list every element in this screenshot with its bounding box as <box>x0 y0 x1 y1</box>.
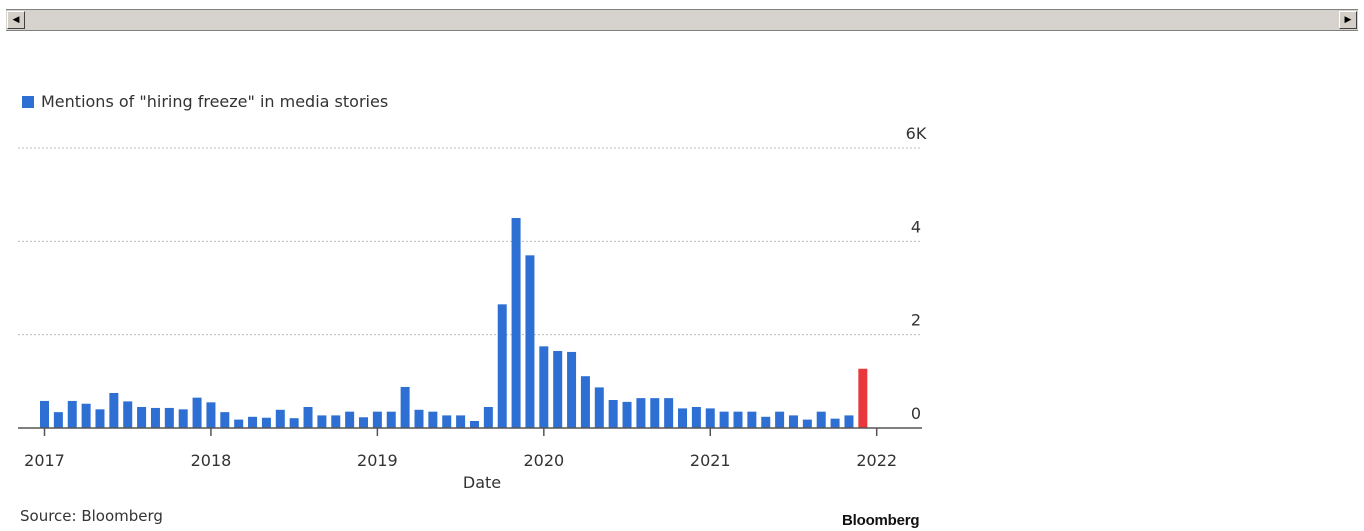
y-tick-label: 2 <box>911 311 921 330</box>
chart-bar <box>220 412 230 428</box>
chart-bar <box>816 411 826 428</box>
chart-bar <box>678 408 688 428</box>
chart-bar <box>303 407 313 428</box>
x-axis-title: Date <box>462 473 502 492</box>
chart-bar <box>802 419 812 428</box>
chart-bar <box>788 415 798 428</box>
chart-bar <box>123 401 133 428</box>
legend-swatch <box>22 96 34 108</box>
triangle-right-icon: ▶ <box>1344 15 1352 25</box>
chart-bar <box>664 398 674 428</box>
chart-bar <box>511 218 521 428</box>
chart-bar <box>192 397 202 428</box>
chart-bar <box>719 411 729 428</box>
x-tick-label: 2021 <box>690 451 731 470</box>
x-tick-label: 2017 <box>24 451 65 470</box>
scroll-track[interactable] <box>26 11 1338 29</box>
chart-bar <box>81 403 91 428</box>
chart-bar <box>428 411 438 428</box>
source-note: Source: Bloomberg <box>20 507 163 525</box>
chart-bar <box>261 417 271 428</box>
chart-bar <box>414 409 424 428</box>
x-tick-label: 2018 <box>191 451 232 470</box>
chart-bar <box>525 255 535 428</box>
chart-bar <box>483 407 493 428</box>
chart-legend: Mentions of "hiring freeze" in media sto… <box>22 92 388 111</box>
x-tick-label: 2022 <box>856 451 897 470</box>
chart-bar <box>442 415 452 428</box>
chart-bar <box>317 415 327 428</box>
horizontal-scrollbar[interactable]: ◀ ▶ <box>6 9 1358 31</box>
chart-bar <box>178 409 188 428</box>
chart-bar <box>747 411 757 428</box>
chart-bar <box>497 304 507 428</box>
x-tick-label: 2020 <box>523 451 564 470</box>
chart-bar <box>553 351 563 428</box>
chart-bar <box>775 411 785 428</box>
chart-bar <box>539 346 549 428</box>
chart-bar <box>636 398 646 428</box>
chart-bar <box>67 400 77 428</box>
scroll-right-button[interactable]: ▶ <box>1339 11 1357 29</box>
chart-bar <box>331 415 341 428</box>
chart-bar <box>858 368 868 428</box>
y-tick-label: 6K <box>906 124 927 143</box>
chart-bar <box>456 415 466 428</box>
chart-bar <box>830 418 840 428</box>
brand-logo: Bloomberg <box>842 512 920 529</box>
chart-bar <box>275 409 285 428</box>
y-tick-label: 4 <box>911 217 921 236</box>
scroll-left-button[interactable]: ◀ <box>7 11 25 29</box>
chart-bar <box>691 407 701 428</box>
chart-bar <box>150 407 160 428</box>
chart-bar <box>733 411 743 428</box>
chart-bar <box>372 411 382 428</box>
chart-bar <box>40 400 49 428</box>
chart-bar <box>206 402 216 428</box>
chart-bar <box>137 407 147 428</box>
chart-bar <box>400 386 410 428</box>
triangle-left-icon: ◀ <box>12 15 20 25</box>
chart-bar <box>650 398 660 428</box>
chart-bar <box>359 417 369 428</box>
chart-bar <box>95 409 105 428</box>
chart-bar <box>53 412 63 428</box>
x-tick-label: 2019 <box>357 451 398 470</box>
chart-bar <box>248 416 258 428</box>
chart-bar <box>345 411 355 428</box>
chart-bar <box>386 411 396 428</box>
chart-bar <box>567 351 577 428</box>
chart-bar <box>622 401 632 428</box>
chart-bar <box>164 407 174 428</box>
chart-bar <box>844 415 854 428</box>
y-tick-label: 0 <box>911 404 921 423</box>
chart-bar <box>761 416 771 428</box>
chart-bar <box>469 421 479 428</box>
chart-bar <box>608 400 618 428</box>
chart-bar <box>580 376 590 428</box>
chart-bar <box>109 393 119 428</box>
chart-bar <box>594 387 604 428</box>
chart-bar <box>289 418 299 428</box>
chart-bar <box>705 408 715 428</box>
chart-bar <box>234 419 244 428</box>
legend-label: Mentions of "hiring freeze" in media sto… <box>41 92 389 111</box>
